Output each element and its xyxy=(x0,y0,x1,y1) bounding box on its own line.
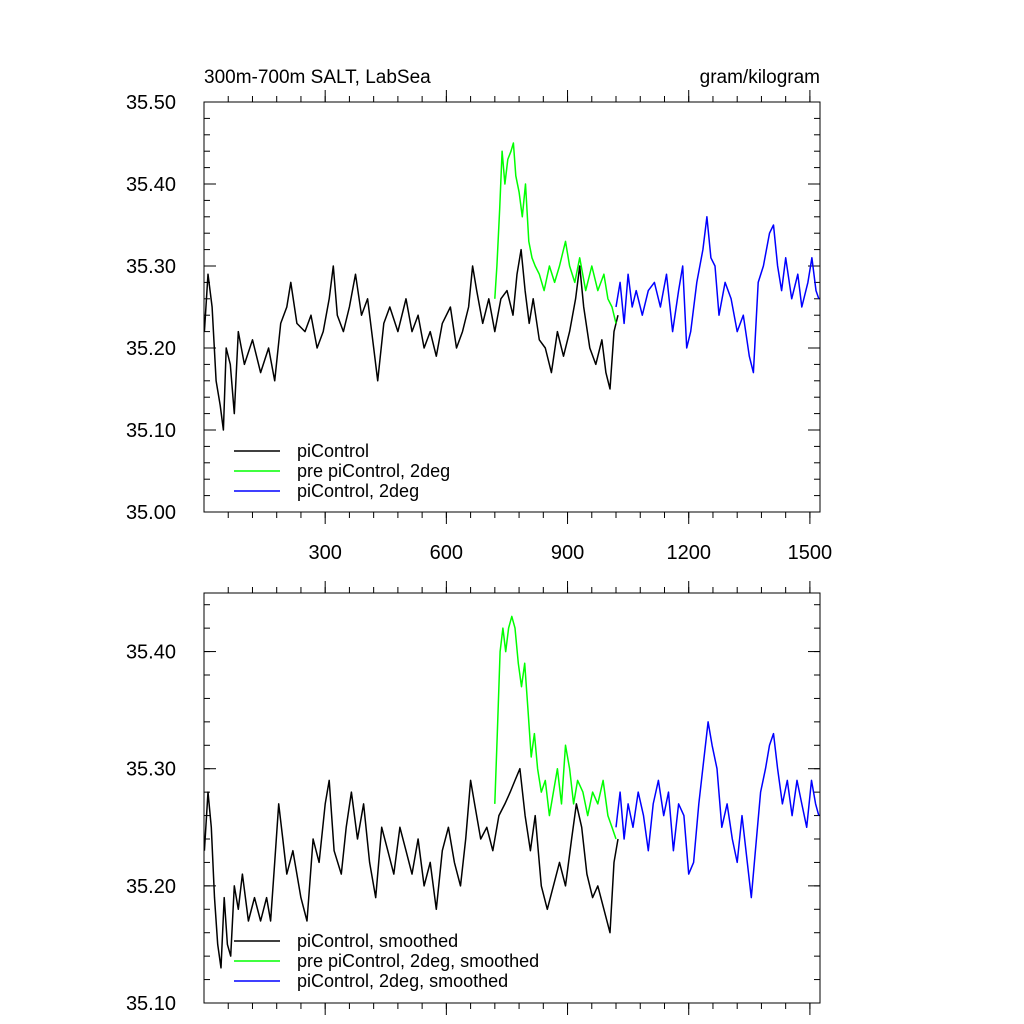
y-tick-label: 35.10 xyxy=(126,993,176,1015)
x-tick-label: 300 xyxy=(308,542,341,564)
top-panel-ticks: 35.00 35.10 35.20 35.30 35.40 35.50 300 600 900 1… xyxy=(126,90,832,564)
y-tick-label: 35.30 xyxy=(126,759,176,781)
series-line-1 xyxy=(203,248,619,431)
x-tick-label: 1200 xyxy=(666,542,711,564)
x-tick-label: 600 xyxy=(430,542,463,564)
legend-label-1: piControl xyxy=(297,441,369,461)
series-line-3 xyxy=(615,216,820,374)
legend-label-2: pre piControl, 2deg, smoothed xyxy=(297,951,539,971)
series-line-2 xyxy=(494,615,617,840)
bottom-panel-ticks: 35.10 35.20 35.30 35.40 xyxy=(126,581,820,1015)
legend-label-3: piControl, 2deg, smoothed xyxy=(297,971,508,991)
top-panel-title: 300m-700m SALT, LabSea xyxy=(204,67,431,88)
legend-label-1: piControl, smoothed xyxy=(297,931,458,951)
legend-label-2: pre piControl, 2deg xyxy=(297,461,450,481)
y-tick-label: 35.20 xyxy=(126,338,176,360)
y-tick-label: 35.40 xyxy=(126,642,176,664)
y-tick-label: 35.20 xyxy=(126,876,176,898)
top-panel-units: gram/kilogram xyxy=(700,67,820,88)
bottom-panel-frame xyxy=(203,592,821,1004)
y-tick-label: 35.30 xyxy=(126,256,176,278)
series-line-1 xyxy=(203,767,619,969)
y-tick-label: 35.50 xyxy=(126,92,176,114)
series-line-3 xyxy=(615,721,820,899)
x-tick-label: 900 xyxy=(551,542,584,564)
y-tick-label: 35.10 xyxy=(126,420,176,442)
x-tick-label: 1500 xyxy=(788,542,833,564)
y-tick-label: 35.00 xyxy=(126,502,176,524)
bottom-panel-series xyxy=(203,615,820,969)
top-panel-frame xyxy=(203,101,821,513)
legend-label-3: piControl, 2deg xyxy=(297,481,419,501)
top-panel: 300m-700m SALT, LabSea gram/kilogram 35.… xyxy=(126,67,832,564)
series-line-2 xyxy=(494,142,617,324)
y-tick-label: 35.40 xyxy=(126,174,176,196)
top-panel-series xyxy=(203,142,820,431)
bottom-panel: 35.10 35.20 35.30 35.40 piControl, smoothed… xyxy=(126,581,821,1015)
